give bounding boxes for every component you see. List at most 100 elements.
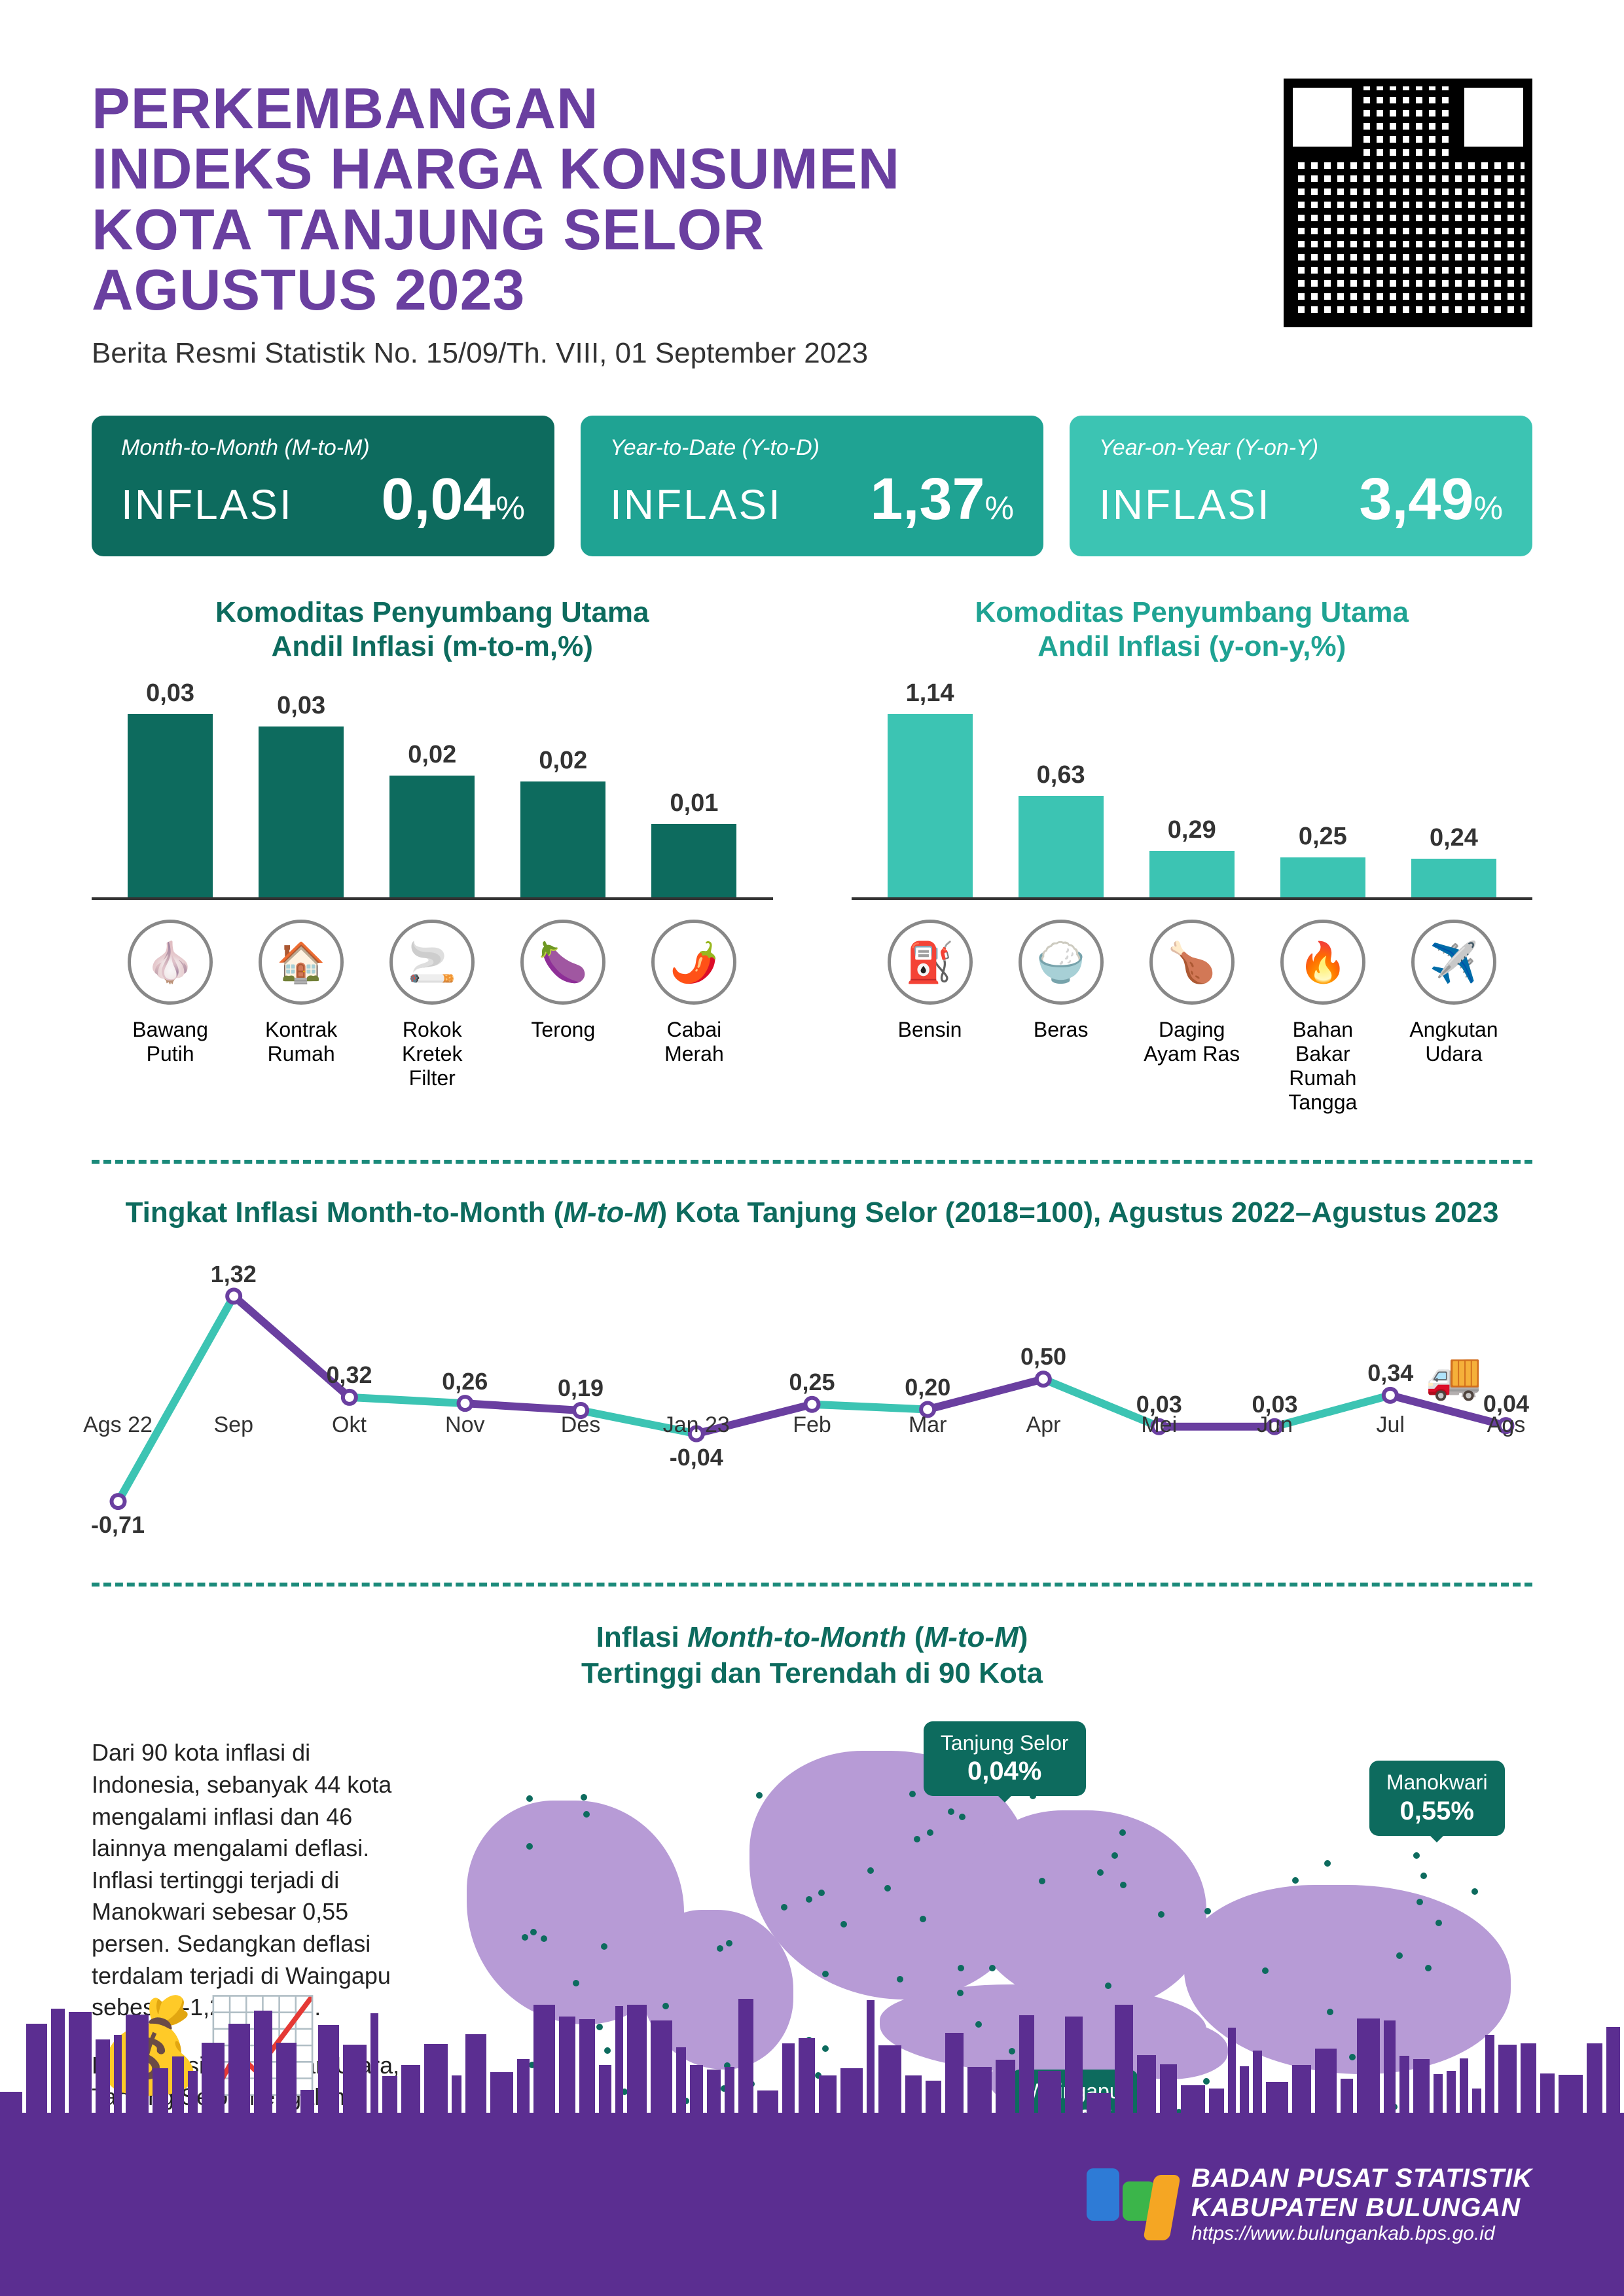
bar <box>1280 857 1365 897</box>
map-city-dot <box>897 1976 903 1982</box>
skyline-building <box>490 2072 513 2113</box>
skyline-building <box>300 2090 314 2113</box>
map-city-dot <box>989 1965 996 1971</box>
map-city-dot <box>717 1945 723 1952</box>
commodity-icon: ✈️ <box>1411 920 1496 1005</box>
skyline-building <box>0 2092 22 2113</box>
bar-group: 0,03 <box>121 679 219 897</box>
skyline-building <box>1087 2093 1110 2113</box>
line-point-value: 0,26 <box>442 1368 488 1395</box>
skyline-building <box>799 2038 814 2113</box>
skyline-building <box>707 2070 720 2113</box>
map-title-l1: Inflasi Month-to-Month (M-to-M) <box>596 1621 1028 1653</box>
line-chart-section: Tingkat Inflasi Month-to-Month (M-to-M) … <box>0 1196 1624 1537</box>
map-city-dot <box>1413 1852 1420 1859</box>
pin-name: Tanjung Selor <box>941 1731 1069 1755</box>
skyline-building <box>1498 2045 1517 2113</box>
map-city-dot <box>541 1935 547 1942</box>
truck-icon: 🚚 <box>1425 1350 1482 1403</box>
skyline-building <box>1399 2056 1409 2113</box>
category-label: Bawang Putih <box>121 1018 219 1090</box>
line-point-value: 0,25 <box>789 1369 835 1396</box>
line-point-value: 0,20 <box>905 1374 950 1401</box>
skyline-building <box>1587 2043 1602 2113</box>
divider <box>92 1583 1532 1587</box>
map-city-dot <box>581 1794 587 1801</box>
skyline-building <box>69 2012 92 2113</box>
skyline-building <box>676 2047 686 2113</box>
bar-group: 0,29 <box>1143 816 1241 897</box>
footer-text: BADAN PUSAT STATISTIK KABUPATEN BULUNGAN… <box>1191 2164 1532 2245</box>
skyline-building <box>1209 2089 1224 2113</box>
category-label: Rokok Kretek Filter <box>383 1018 481 1090</box>
skyline-building <box>465 2034 486 2113</box>
skyline-building <box>401 2065 420 2113</box>
line-x-label: Des <box>561 1412 600 1438</box>
skyline-building <box>1315 2049 1336 2113</box>
skyline-building <box>945 2033 964 2113</box>
skyline-building <box>1341 2079 1354 2113</box>
bar <box>389 776 475 898</box>
line-x-label: Nov <box>445 1412 484 1438</box>
bar-value: 0,63 <box>1037 761 1085 789</box>
skyline-building <box>96 2039 110 2113</box>
bar-group: 0,25 <box>1274 823 1372 897</box>
skyline-building <box>651 2020 672 2113</box>
main-title: PERKEMBANGANINDEKS HARGA KONSUMENKOTA TA… <box>92 79 1284 321</box>
bars-area: 1,140,630,290,250,24 <box>852 691 1533 900</box>
qr-code-icon <box>1284 79 1532 327</box>
skyline-building <box>114 2035 122 2113</box>
line-point-value: 0,34 <box>1367 1359 1413 1387</box>
map-city-dot <box>1119 1829 1126 1836</box>
bar-group: 0,24 <box>1405 824 1503 897</box>
kpi-value: 1,37% <box>870 466 1014 533</box>
chart-title: Komoditas Penyumbang UtamaAndil Inflasi … <box>852 596 1533 665</box>
skyline-building <box>627 2005 647 2113</box>
category-label: Terong <box>514 1018 612 1090</box>
bar-value: 1,14 <box>906 679 954 708</box>
title-line: INDEKS HARGA KONSUMEN <box>92 136 900 201</box>
bar-value: 0,03 <box>146 679 194 708</box>
category-labels: Bawang PutihKontrak RumahRokok Kretek Fi… <box>92 1018 773 1090</box>
category-labels: BensinBerasDaging Ayam RasBahan Bakar Ru… <box>852 1018 1533 1114</box>
line-x-label: Jan 23 <box>663 1412 730 1438</box>
commodity-icon: 🍗 <box>1149 920 1235 1005</box>
subtitle: Berita Resmi Statistik No. 15/09/Th. VII… <box>92 337 1284 370</box>
category-label: Bensin <box>881 1018 979 1114</box>
skyline-building <box>1434 2074 1443 2113</box>
skyline-building <box>1472 2089 1482 2113</box>
skyline-building <box>370 2013 378 2113</box>
line-x-label: Sep <box>214 1412 254 1438</box>
skyline-building <box>599 2065 611 2113</box>
skyline-building <box>615 2006 623 2113</box>
line-svg <box>92 1262 1532 1537</box>
skyline-building <box>1137 2055 1156 2113</box>
bar <box>520 781 605 897</box>
kpi-card: Year-to-Date (Y-to-D)INFLASI1,37% <box>581 416 1043 556</box>
skyline-building <box>1559 2075 1583 2113</box>
title-line: AGUSTUS 2023 <box>92 257 525 322</box>
map-city-dot <box>1111 1852 1118 1859</box>
skyline-building <box>1384 2020 1396 2113</box>
title-line: PERKEMBANGAN <box>92 76 599 141</box>
commodity-icon: 🧄 <box>128 920 213 1005</box>
skyline-building <box>967 2067 991 2113</box>
bar <box>1411 859 1496 897</box>
bar <box>259 726 344 897</box>
skyline-building <box>926 2081 941 2113</box>
bar-value: 0,01 <box>670 789 718 817</box>
map-city-dot <box>1471 1888 1478 1895</box>
bar-value: 0,24 <box>1430 824 1478 852</box>
line-x-label: Apr <box>1026 1412 1061 1438</box>
line-chart: -0,71Ags 221,32Sep0,32Okt0,26Nov0,19Des-… <box>92 1262 1532 1537</box>
skyline-building <box>1240 2066 1249 2113</box>
skyline-building <box>996 2060 1016 2113</box>
bar-chart-mtom: Komoditas Penyumbang UtamaAndil Inflasi … <box>92 596 773 1115</box>
pin-value: 0,04% <box>941 1755 1069 1787</box>
bars-area: 0,030,030,020,020,01 <box>92 691 773 900</box>
map-city-dot <box>1158 1911 1164 1918</box>
skyline-building <box>1181 2085 1205 2113</box>
bar <box>1019 796 1104 897</box>
skyline-building <box>228 2024 250 2113</box>
bar-charts-row: Komoditas Penyumbang UtamaAndil Inflasi … <box>0 596 1624 1115</box>
